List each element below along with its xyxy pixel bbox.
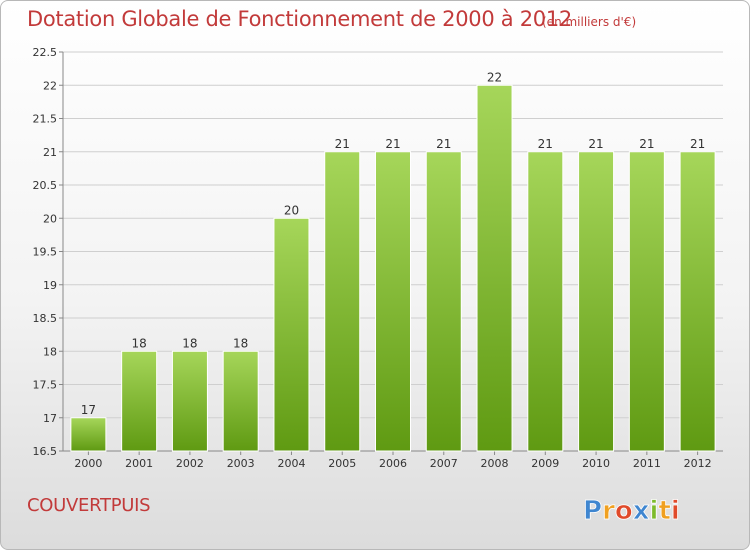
bar-2012 — [679, 151, 716, 452]
data-label: 21 — [690, 137, 705, 151]
data-labels: 17 18 18 18 20 21 21 21 22 21 21 21 21 — [81, 70, 706, 417]
y-tick-label: 20 — [43, 212, 57, 225]
bar-2006 — [375, 151, 411, 452]
svg-text:Proxiti: Proxiti — [583, 496, 680, 526]
y-tick-label: 16.5 — [33, 445, 58, 458]
data-label: 22 — [487, 70, 502, 84]
data-label: 21 — [538, 137, 553, 151]
bar-2001 — [121, 350, 158, 452]
data-label: 20 — [284, 203, 299, 217]
place-name: COUVERTPUIS — [27, 495, 151, 516]
y-tick-label: 22.5 — [33, 46, 58, 59]
bar-2010 — [578, 151, 615, 452]
bar-2008 — [476, 84, 513, 452]
x-tick-label: 2005 — [328, 457, 356, 470]
bar-2011 — [628, 151, 665, 452]
data-label: 18 — [182, 336, 197, 350]
x-tick-label: 2011 — [633, 457, 661, 470]
x-tick-labels: 2000 2001 2002 2003 2004 2005 2006 2007 2008 2009… — [74, 457, 711, 470]
x-tick-label: 2007 — [430, 457, 458, 470]
x-tick-label: 2006 — [379, 457, 407, 470]
data-label: 21 — [385, 137, 400, 151]
bar-2003 — [222, 350, 259, 452]
x-tick-label: 2000 — [74, 457, 102, 470]
data-label: 21 — [436, 137, 451, 151]
chart-unit: (en milliers d'€) — [542, 15, 637, 29]
y-tick-label: 19 — [43, 279, 57, 292]
chart-title: Dotation Globale de Fonctionnement de 20… — [27, 7, 572, 31]
y-tick-label: 21 — [43, 146, 57, 159]
data-label: 18 — [233, 336, 248, 350]
y-tick-label: 18.5 — [33, 312, 58, 325]
bar-2007 — [425, 151, 462, 452]
data-label: 17 — [81, 403, 96, 417]
data-label: 21 — [335, 137, 350, 151]
data-label: 21 — [639, 137, 654, 151]
bar-2005 — [324, 151, 361, 452]
y-tick-label: 17 — [43, 412, 57, 425]
x-tick-label: 2009 — [531, 457, 559, 470]
bar-2009 — [527, 151, 564, 452]
y-tick-label: 19.5 — [33, 246, 58, 259]
y-tick-label: 18 — [43, 345, 57, 358]
x-tick-label: 2004 — [277, 457, 305, 470]
y-tick-label: 22 — [43, 79, 57, 92]
data-label: 18 — [132, 336, 147, 350]
x-tick-label: 2001 — [125, 457, 153, 470]
x-tick-label: 2010 — [582, 457, 610, 470]
x-tick-label: 2002 — [176, 457, 204, 470]
bar-2002 — [171, 350, 208, 452]
y-tick-labels: 16.5 17 17.5 18 18.5 19 19.5 20 20.5 21 21.5 22 22.5 — [33, 46, 58, 458]
proxiti-logo: Proxiti — [583, 496, 681, 527]
data-label: 21 — [588, 137, 603, 151]
y-tick-label: 20.5 — [33, 179, 58, 192]
x-tick-label: 2012 — [684, 457, 712, 470]
x-tick-label: 2008 — [481, 457, 509, 470]
x-tick-label: 2003 — [227, 457, 255, 470]
y-tick-label: 21.5 — [33, 113, 58, 126]
bar-2000 — [70, 417, 107, 452]
bar-2004 — [273, 217, 310, 452]
bars — [70, 84, 716, 452]
y-tick-label: 17.5 — [33, 379, 58, 392]
